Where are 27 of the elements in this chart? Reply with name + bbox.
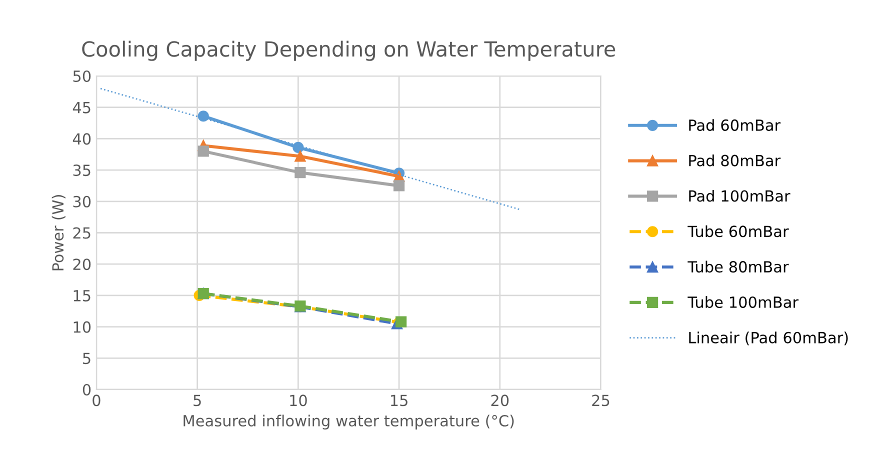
x-tick-label: 20 — [491, 394, 509, 406]
x-tick-label: 0 — [92, 394, 100, 406]
y-axis-title: Power (W) — [52, 195, 66, 270]
legend-label: Pad 80mBar — [689, 154, 781, 166]
legend-label: Lineair (Pad 60mBar) — [689, 332, 848, 346]
legend-label: Tube 80mBar — [688, 260, 789, 273]
y-tick-label: 50 — [73, 70, 91, 82]
x-tick-label: 15 — [390, 394, 408, 406]
legend-label: Tube 100mBar — [688, 296, 799, 308]
y-tick-label: 45 — [72, 102, 90, 114]
y-tick-label: 10 — [74, 321, 91, 333]
legend-label: Tube 60mBar — [688, 225, 789, 238]
x-tick-label: 10 — [290, 394, 307, 406]
y-tick-label: 0 — [82, 384, 91, 396]
y-tick-label: 15 — [74, 290, 90, 302]
chart-title: Cooling Capacity Depending on Water Temperature — [82, 40, 616, 61]
legend-label: Pad 60mBar — [689, 119, 781, 131]
y-tick-label: 30 — [73, 196, 91, 208]
y-tick-label: 5 — [83, 352, 90, 364]
legend-label: Pad 100mBar — [689, 190, 790, 202]
x-tick-label: 25 — [592, 394, 610, 406]
y-tick-label: 25 — [73, 227, 90, 239]
y-tick-label: 20 — [73, 258, 91, 270]
y-tick-label: 40 — [72, 133, 91, 145]
y-tick-label: 35 — [73, 164, 90, 176]
x-tick-label: 5 — [194, 394, 201, 406]
x-axis-title: Measured inflowing water temperature (°C) — [184, 414, 514, 430]
